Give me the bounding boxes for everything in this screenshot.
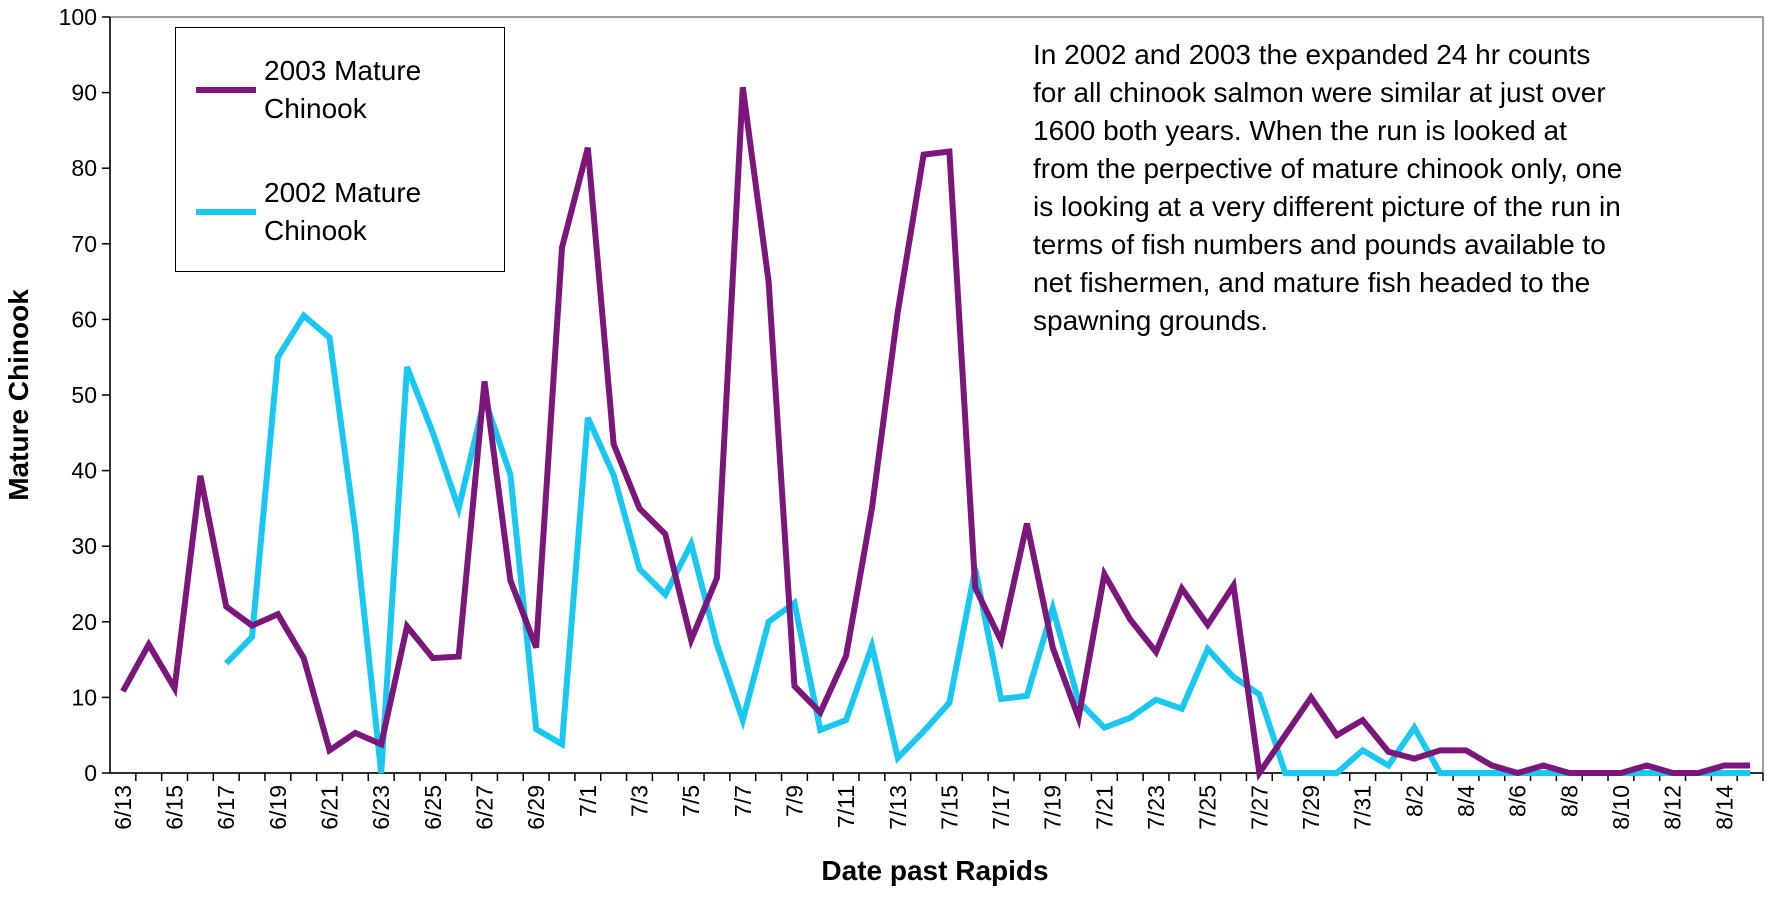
x-tick-label: 7/23	[1143, 785, 1169, 830]
x-tick-label: 7/1	[575, 785, 601, 817]
legend-item: 2002 Mature Chinook	[196, 174, 444, 250]
annotation: In 2002 and 2003 the expanded 24 hr coun…	[1033, 39, 1622, 336]
y-tick-label: 70	[71, 231, 97, 257]
series-line	[224, 311, 1751, 776]
x-tick-label: 6/21	[317, 785, 343, 830]
annotation-line: net fishermen, and mature fish headed to…	[1033, 267, 1590, 298]
x-tick-label: 6/27	[472, 785, 498, 830]
y-tick-label: 30	[71, 533, 97, 559]
x-tick-label: 7/27	[1246, 785, 1272, 830]
x-tick-label: 8/6	[1505, 785, 1531, 817]
y-tick-label: 50	[71, 382, 97, 408]
x-tick-label: 7/11	[833, 785, 859, 828]
x-tick-label: 6/23	[368, 785, 394, 830]
y-tick-label: 40	[71, 458, 97, 484]
x-tick-label: 7/17	[988, 785, 1014, 830]
x-tick-label: 6/17	[213, 785, 239, 830]
y-tick-label: 80	[71, 155, 97, 181]
y-tick-label: 20	[71, 609, 97, 635]
x-tick-label: 7/25	[1195, 785, 1221, 830]
y-tick-label: 10	[71, 684, 97, 710]
series-line	[120, 86, 1751, 782]
annotation-line: for all chinook salmon were similar at j…	[1033, 77, 1606, 108]
x-axis-title: Date past Rapids	[821, 855, 1048, 886]
x-tick-label: 8/14	[1711, 785, 1737, 830]
x-tick-label: 7/31	[1350, 785, 1376, 830]
y-tick-label: 60	[71, 306, 97, 332]
legend-swatch	[196, 87, 256, 93]
x-tick-label: 7/15	[936, 785, 962, 830]
legend-label: 2002 Mature Chinook	[264, 177, 422, 246]
x-tick-label: 7/3	[626, 785, 652, 817]
y-tick-label: 100	[59, 4, 97, 30]
x-tick-label: 7/13	[885, 785, 911, 830]
x-tick-label: 8/4	[1453, 785, 1479, 817]
x-tick-label: 8/2	[1401, 785, 1427, 817]
legend-swatch	[196, 209, 256, 215]
x-tick-label: 8/10	[1608, 785, 1634, 830]
legend-label: 2003 Mature Chinook	[264, 55, 422, 124]
y-tick-label: 90	[71, 80, 97, 106]
annotation-line: In 2002 and 2003 the expanded 24 hr coun…	[1033, 39, 1590, 70]
annotation-line: from the perpective of mature chinook on…	[1033, 153, 1622, 184]
x-tick-label: 7/5	[678, 785, 704, 817]
legend-item: 2003 Mature Chinook	[196, 52, 444, 128]
x-tick-label: 7/29	[1298, 785, 1324, 830]
annotation-line: 1600 both years. When the run is looked …	[1033, 115, 1567, 146]
x-tick-label: 6/15	[162, 785, 188, 830]
x-tick-label: 6/25	[420, 785, 446, 830]
annotation-line: terms of fish numbers and pounds availab…	[1033, 229, 1606, 260]
x-tick-label: 6/19	[265, 785, 291, 830]
x-tick-label: 7/19	[1040, 785, 1066, 830]
annotation-line: is looking at a very different picture o…	[1033, 191, 1621, 222]
annotation-line: spawning grounds.	[1033, 305, 1268, 336]
x-tick-label: 8/12	[1660, 785, 1686, 830]
y-axis-title: Mature Chinook	[3, 289, 34, 501]
x-tick-label: 7/7	[730, 785, 756, 817]
y-tick-label: 0	[84, 760, 97, 786]
x-tick-label: 7/21	[1091, 785, 1117, 830]
x-tick-label: 6/29	[523, 785, 549, 830]
x-tick-label: 6/13	[110, 785, 136, 830]
x-tick-label: 7/9	[781, 785, 807, 817]
x-tick-label: 8/8	[1556, 785, 1582, 817]
legend: 2003 Mature Chinook 2002 Mature Chinook	[175, 27, 505, 272]
